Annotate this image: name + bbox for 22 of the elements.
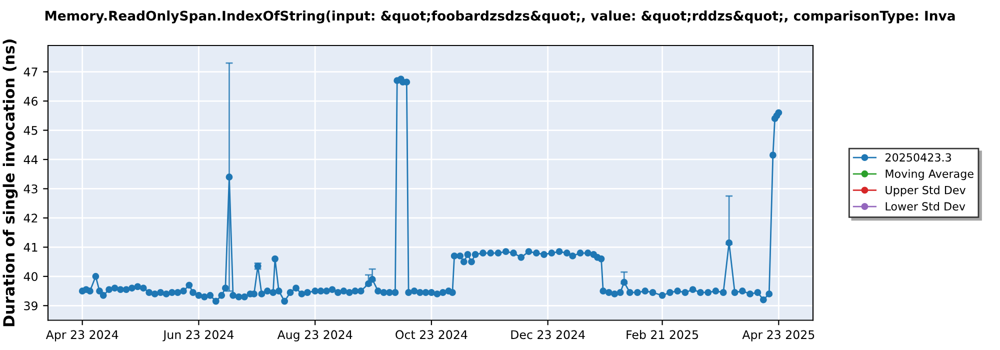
legend-label: 20250423.3 (886, 153, 951, 162)
y-tick-label: 42 (24, 214, 38, 222)
x-tick-label: Jun 23 2024 (162, 330, 234, 342)
y-tick-label: 40 (24, 272, 38, 282)
x-tick-label: Apr 23 2024 (46, 330, 118, 342)
x-tick-label: Dec 23 2024 (511, 330, 585, 340)
legend-label: Upper Std Dev (886, 186, 966, 196)
y-tick-label: 43 (24, 184, 38, 194)
x-tick-label: Apr 23 2025 (742, 330, 814, 342)
y-tick-label: 45 (24, 126, 38, 135)
x-tick-label: Oct 23 2024 (396, 330, 468, 340)
x-tick-label: Aug 23 2024 (277, 330, 352, 342)
y-axis-title: Duration of single invocation (ns) (2, 40, 18, 326)
y-tick-label: 47 (24, 68, 38, 76)
y-tick-label: 46 (24, 96, 38, 106)
legend-label: Moving Average (886, 169, 974, 180)
chart-title: Memory.ReadOnlySpan.IndexOfString(input: &quot;foobardzsdzs&quot;, value: &quot;rddzs&quot;, comparisonType: Inva (45, 10, 955, 24)
x-tick-label: Feb 21 2025 (626, 330, 698, 340)
y-tick-label: 41 (24, 243, 38, 252)
legend-label: Lower Std Dev (886, 202, 966, 211)
y-tick-label: 44 (24, 155, 38, 164)
y-tick-label: 39 (24, 301, 38, 310)
